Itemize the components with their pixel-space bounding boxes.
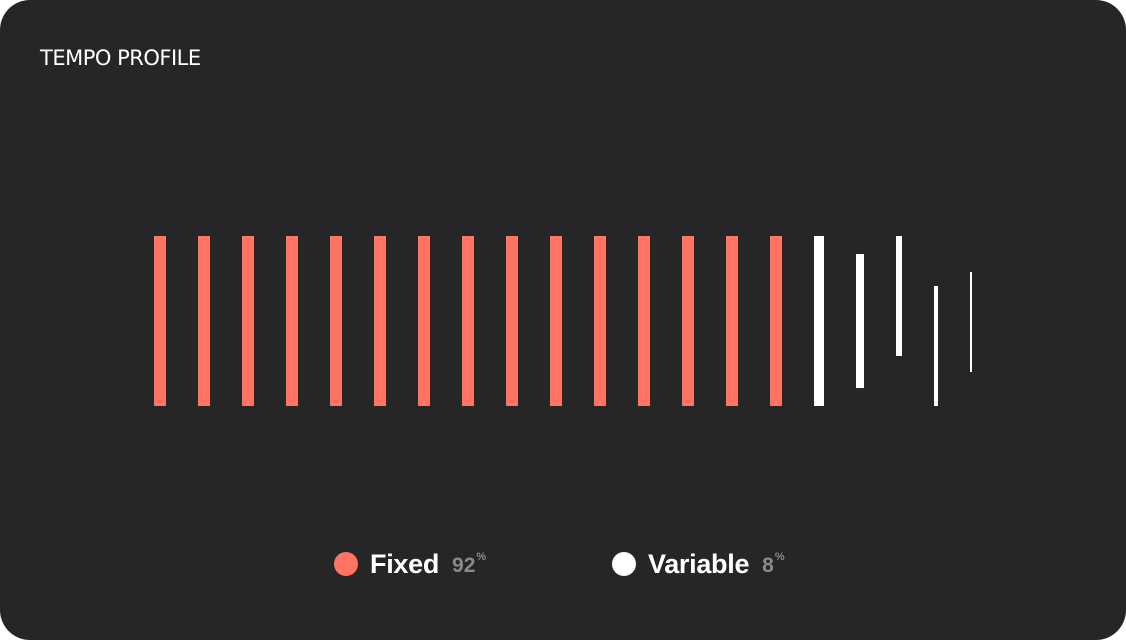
- fixed-bar: [638, 236, 650, 406]
- legend-value-variable: 8%: [762, 551, 785, 578]
- variable-bar: [856, 254, 864, 388]
- legend-unit-fixed: %: [476, 551, 487, 563]
- fixed-bar: [462, 236, 474, 406]
- fixed-bar: [550, 236, 562, 406]
- variable-bar: [970, 272, 972, 372]
- legend-item-variable: Variable 8%: [612, 544, 785, 584]
- fixed-bar: [726, 236, 738, 406]
- legend-dot-variable: [612, 552, 636, 576]
- fixed-bar: [682, 236, 694, 406]
- legend-value-fixed: 92%: [452, 551, 487, 578]
- card-title: TEMPO PROFILE: [40, 46, 201, 70]
- fixed-bar: [154, 236, 166, 406]
- fixed-bar: [198, 236, 210, 406]
- legend-dot-fixed: [334, 552, 358, 576]
- legend-percent-fixed: 92: [452, 554, 476, 577]
- variable-bar: [814, 236, 824, 406]
- fixed-bar: [286, 236, 298, 406]
- legend-label-fixed: Fixed: [370, 548, 440, 579]
- variable-bar: [896, 236, 902, 356]
- fixed-bar: [374, 236, 386, 406]
- fixed-bar: [330, 236, 342, 406]
- fixed-bar: [242, 236, 254, 406]
- fixed-bar: [418, 236, 430, 406]
- legend-label-variable: Variable: [648, 548, 750, 579]
- legend-percent-variable: 8: [762, 554, 774, 577]
- fixed-bar: [594, 236, 606, 406]
- legend-unit-variable: %: [774, 551, 785, 563]
- variable-bar: [934, 286, 938, 406]
- fixed-bar: [770, 236, 782, 406]
- fixed-bar: [506, 236, 518, 406]
- legend-item-fixed: Fixed 92%: [334, 544, 486, 584]
